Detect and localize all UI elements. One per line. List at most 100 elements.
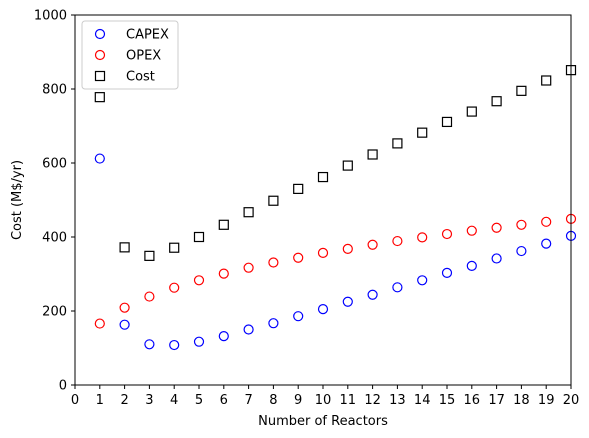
x-tick-label: 3 <box>145 393 153 408</box>
opex-point <box>516 219 527 230</box>
y-tick-label: 400 <box>42 231 67 246</box>
cost-point <box>491 96 502 107</box>
capex-point <box>342 296 353 307</box>
x-tick-label: 10 <box>315 393 332 408</box>
legend-marker-opex <box>94 49 106 61</box>
opex-point <box>367 239 378 250</box>
cost-point <box>466 106 477 117</box>
capex-point <box>466 260 477 271</box>
x-tick-label: 5 <box>195 393 203 408</box>
x-tick-label: 18 <box>513 393 530 408</box>
opex-point <box>317 247 329 259</box>
x-tick-label: 13 <box>389 393 406 408</box>
legend-marker-cost <box>94 70 106 82</box>
capex-point <box>293 311 304 322</box>
opex-point <box>193 275 205 286</box>
x-tick-label: 16 <box>464 393 481 408</box>
capex-point <box>218 331 229 342</box>
y-axis-label: Cost (M$/yr) <box>10 160 25 240</box>
x-tick-label: 6 <box>220 393 228 408</box>
x-tick-label: 9 <box>294 393 302 408</box>
cost-point <box>417 127 428 138</box>
x-tick-label: 7 <box>244 393 252 408</box>
data-points <box>94 65 577 351</box>
y-axis-ticks: 0 200 400 600 800 1000 <box>34 9 75 394</box>
x-tick-label: 2 <box>120 393 128 408</box>
capex-point <box>169 339 180 351</box>
y-tick-label: 600 <box>42 157 67 172</box>
opex-point <box>119 302 130 313</box>
capex-point <box>367 289 378 300</box>
capex-point <box>268 318 279 329</box>
x-tick-label: 11 <box>340 393 357 408</box>
cost-point <box>516 85 527 96</box>
legend-frame <box>81 20 179 90</box>
legend-label-capex: CAPEX <box>126 28 169 43</box>
cost-point <box>218 219 229 230</box>
x-tick-label: 8 <box>269 393 277 408</box>
x-tick-label: 12 <box>364 393 381 408</box>
capex-point <box>516 245 527 257</box>
opex-point <box>243 262 254 273</box>
x-tick-label: 20 <box>563 393 580 408</box>
x-axis-label: Number of Reactors <box>258 414 388 429</box>
x-tick-label: 15 <box>439 393 456 408</box>
cost-point <box>541 75 552 86</box>
capex-point <box>392 282 403 293</box>
legend-label-opex: OPEX <box>126 49 161 64</box>
capex-point <box>417 275 428 286</box>
capex-point <box>441 267 453 278</box>
cost-point <box>169 242 180 253</box>
opex-point <box>268 257 279 268</box>
cost-point <box>367 149 378 160</box>
capex-point <box>491 253 502 264</box>
x-axis-ticks: 0 1 2 3 4 5 6 7 8 9 10 11 12 13 14 15 16 17 18 19 20 <box>71 385 579 408</box>
opex-point <box>417 232 428 243</box>
opex-point <box>293 252 304 263</box>
x-tick-label: 14 <box>414 393 431 408</box>
y-tick-label: 200 <box>42 305 67 320</box>
cost-point <box>317 171 329 183</box>
opex-point <box>169 282 180 293</box>
cost-point <box>193 231 205 243</box>
cost-point <box>144 250 155 261</box>
cost-point <box>342 160 353 171</box>
cost-point <box>119 242 130 253</box>
cost-point <box>392 138 403 149</box>
series-capex <box>94 153 577 351</box>
opex-point <box>342 243 353 254</box>
x-tick-label: 19 <box>538 393 555 408</box>
opex-point <box>218 268 229 279</box>
opex-point <box>441 228 453 240</box>
x-tick-label: 0 <box>71 393 79 408</box>
opex-point <box>392 235 403 247</box>
cost-point <box>243 207 254 218</box>
cost-point <box>268 195 279 206</box>
capex-point <box>317 304 329 315</box>
y-tick-label: 1000 <box>34 9 67 24</box>
cost-point <box>441 116 453 128</box>
opex-point <box>491 222 502 233</box>
legend-marker-capex <box>94 28 106 40</box>
capex-point <box>144 339 155 350</box>
capex-point <box>541 238 552 249</box>
opex-point <box>94 318 105 329</box>
capex-point <box>94 153 105 164</box>
opex-point <box>541 216 552 227</box>
x-tick-label: 17 <box>488 393 505 408</box>
y-tick-label: 0 <box>59 379 67 394</box>
opex-point <box>466 225 477 236</box>
cost-point <box>94 92 105 103</box>
x-tick-label: 4 <box>170 393 178 408</box>
cost-point <box>293 183 304 194</box>
y-tick-label: 800 <box>42 83 67 98</box>
series-cost <box>94 65 577 261</box>
x-tick-label: 1 <box>96 393 104 408</box>
legend-label-cost: Cost <box>126 70 155 85</box>
legend: CAPEX OPEX Cost <box>81 20 179 90</box>
opex-point <box>144 291 155 302</box>
capex-point <box>193 336 205 347</box>
capex-point <box>119 319 130 330</box>
capex-point <box>243 324 254 335</box>
